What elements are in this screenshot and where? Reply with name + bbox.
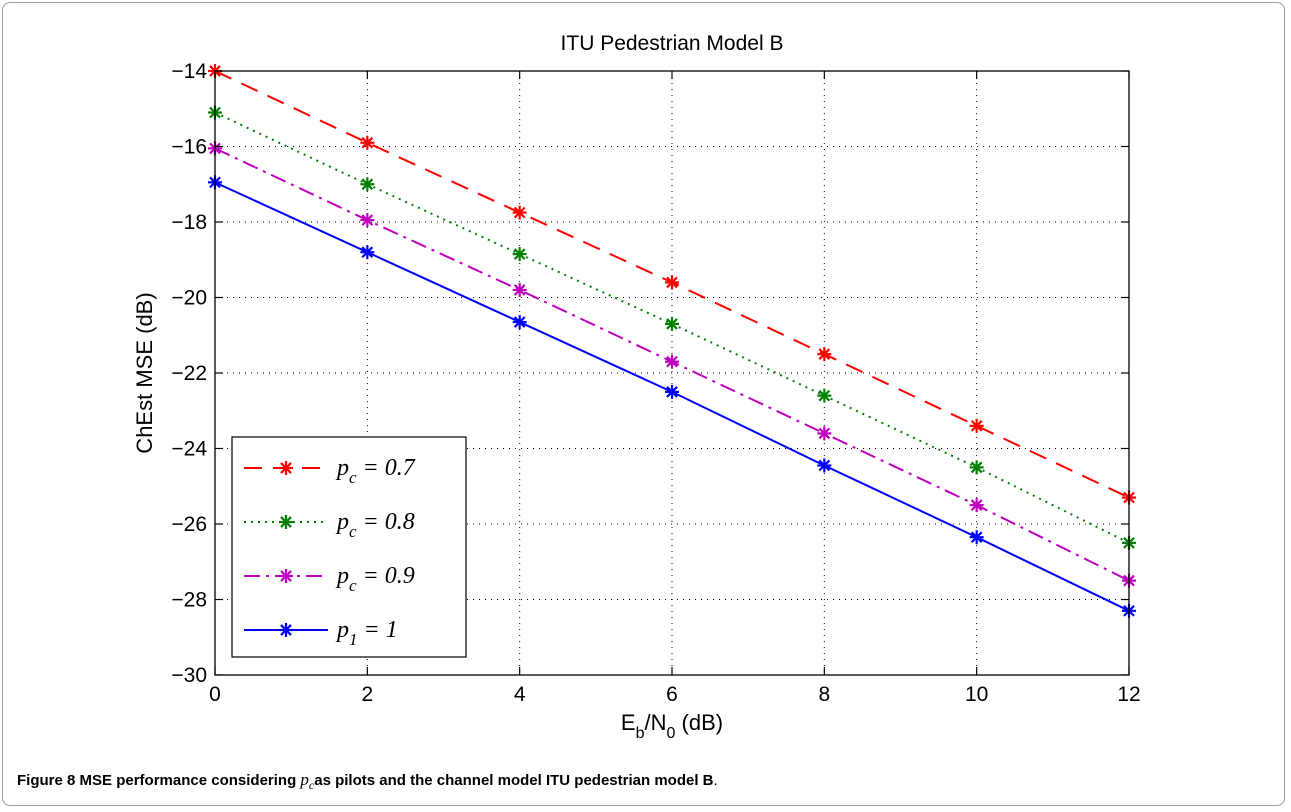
x-tick-label: 8: [818, 683, 830, 706]
y-tick-label: −26: [171, 513, 207, 536]
x-label-unit: (dB): [675, 710, 723, 735]
data-point: [969, 498, 984, 513]
chart-title: ITU Pedestrian Model B: [561, 32, 784, 55]
legend-label: pc = 0.9: [335, 563, 415, 595]
data-point: [360, 135, 375, 150]
x-label-slash: /N: [645, 710, 667, 735]
x-label-main: E: [621, 710, 636, 735]
legend-marker: [279, 569, 293, 583]
x-tick-label: 0: [209, 683, 221, 706]
x-tick-label: 4: [514, 683, 526, 706]
x-label-sub2: 0: [667, 725, 676, 742]
caption-symbol-sub: c: [308, 778, 315, 792]
data-point: [817, 458, 832, 473]
x-tick-label: 2: [361, 683, 373, 706]
x-label-sub1: b: [636, 725, 645, 742]
legend-label: pc = 0.8: [335, 509, 415, 541]
grid: [215, 71, 1129, 675]
data-point: [512, 247, 527, 262]
y-tick-label: −18: [171, 211, 207, 234]
y-tick-label: −28: [171, 589, 207, 612]
y-axis-label: ChEst MSE (dB): [132, 292, 157, 453]
chart: 0 2 4 6 8 10 12 −30 −28 −26 −24 −22 −20 −18 −16 −14 ITU…: [132, 32, 1141, 742]
data-point: [512, 282, 527, 297]
caption-symbol: p: [300, 770, 309, 789]
data-point: [817, 347, 832, 362]
legend-marker: [279, 515, 293, 529]
y-tick-label: −24: [171, 438, 207, 461]
y-tick-label: −22: [171, 362, 207, 385]
legend-entry-1: pc = 0.7: [244, 455, 416, 487]
legend-entry-4: p1 = 1: [244, 617, 398, 649]
data-point: [665, 384, 679, 399]
data-point: [969, 418, 984, 433]
data-point: [969, 460, 984, 475]
x-tick-label: 10: [965, 683, 988, 706]
y-tick-label: −20: [171, 287, 207, 310]
data-point: [817, 426, 832, 441]
data-point: [665, 275, 679, 290]
data-point: [512, 205, 527, 220]
data-point: [665, 316, 679, 331]
series-1: [208, 64, 1136, 505]
caption-text-before: MSE performance considering: [75, 772, 301, 789]
x-tick-label: 12: [1117, 683, 1140, 706]
x-axis-label: Eb/N0 (dB): [621, 710, 723, 742]
data-point: [969, 530, 984, 545]
legend-label: p1 = 1: [335, 617, 398, 649]
caption-suffix: .: [713, 772, 718, 789]
x-tick-label: 6: [666, 683, 678, 706]
data-point: [512, 315, 527, 330]
legend-box: [231, 436, 467, 658]
data-point: [360, 213, 375, 228]
y-tick-label: −30: [171, 664, 207, 687]
figure-caption: Figure 8 MSE performance considering pca…: [17, 770, 718, 793]
data-point: [360, 177, 375, 192]
caption-text-after: as pilots and the channel model ITU pede…: [314, 772, 714, 789]
legend: pc = 0.7 pc = 0.8 pc = 0.9 p1 = 1: [231, 436, 467, 658]
legend-marker: [279, 623, 293, 637]
y-tick-label: −16: [171, 136, 207, 159]
legend-marker: [279, 461, 293, 475]
caption-label: Figure 8: [17, 772, 76, 789]
legend-label: pc = 0.7: [335, 455, 416, 487]
legend-entry-3: pc = 0.9: [244, 563, 415, 595]
data-point: [817, 388, 832, 403]
legend-entry-2: pc = 0.8: [244, 509, 415, 541]
data-point: [360, 245, 375, 260]
y-tick-label: −14: [171, 60, 207, 83]
ticks: 0 2 4 6 8 10 12 −30 −28 −26 −24 −22 −20 −18 −16 −14: [171, 60, 1140, 706]
data-point: [665, 354, 679, 369]
